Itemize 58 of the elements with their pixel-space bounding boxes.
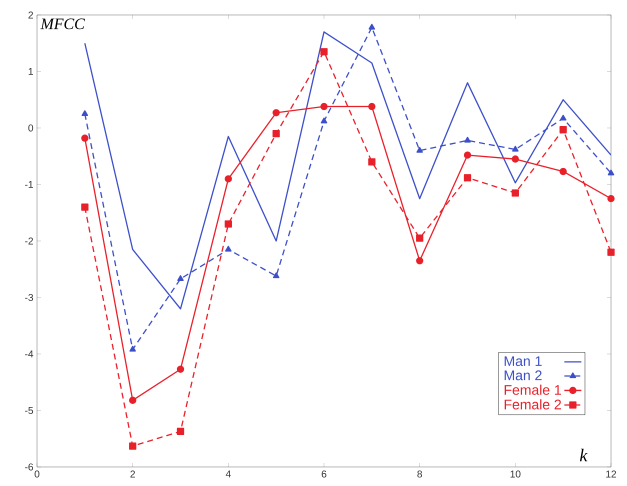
y-axis-title: MFCC — [40, 18, 85, 30]
point — [368, 158, 376, 166]
point — [320, 102, 328, 110]
point — [512, 155, 519, 163]
x-axis-title: k — [580, 448, 588, 462]
y-tick-label: -1 — [25, 181, 34, 188]
point — [129, 396, 136, 404]
point — [560, 168, 567, 176]
x-tick-label: 12 — [606, 470, 616, 478]
legend-label: Man 1 — [504, 356, 542, 366]
y-tick-label: -2 — [25, 238, 33, 244]
y-tick-label: -5 — [25, 407, 34, 414]
y-tick-label: -3 — [25, 294, 34, 302]
point — [272, 130, 280, 138]
y-tick-label: 2 — [28, 12, 33, 18]
point — [176, 428, 184, 436]
point — [464, 136, 471, 143]
y-tick-label: -4 — [25, 350, 34, 358]
point — [416, 146, 423, 153]
point — [224, 175, 232, 182]
x-tick-label: 2 — [130, 470, 135, 478]
point — [368, 24, 376, 30]
point — [464, 151, 472, 159]
x-tick-label: 10 — [510, 470, 520, 478]
point — [320, 118, 328, 124]
x-tick-label: 0 — [34, 470, 40, 478]
x-tick-label: 8 — [417, 470, 422, 478]
x-tick-label: 4 — [226, 470, 231, 478]
point — [129, 346, 136, 352]
point — [177, 275, 184, 281]
point — [81, 203, 88, 211]
y-tick-label: 0 — [28, 124, 34, 132]
point — [225, 246, 232, 252]
point — [560, 114, 566, 121]
point — [416, 257, 424, 264]
point — [607, 248, 615, 256]
legend-label: Man 2 — [504, 370, 542, 380]
y-tick-label: 1 — [28, 68, 34, 75]
point — [129, 442, 136, 450]
point — [176, 366, 184, 373]
point — [512, 189, 519, 197]
point — [608, 170, 614, 176]
point — [272, 109, 280, 116]
point — [512, 146, 519, 152]
point — [82, 110, 88, 116]
legend-label: Female 1 — [504, 384, 561, 395]
point — [368, 102, 376, 110]
point — [81, 134, 88, 142]
legend-label: Female 2 — [504, 399, 561, 410]
point — [272, 272, 280, 278]
point — [607, 194, 615, 202]
point — [464, 174, 472, 182]
point — [416, 234, 424, 242]
x-tick-label: 6 — [322, 470, 326, 478]
y-tick-label: -6 — [25, 463, 34, 471]
point — [224, 220, 232, 228]
point — [560, 126, 567, 134]
point — [320, 48, 328, 56]
